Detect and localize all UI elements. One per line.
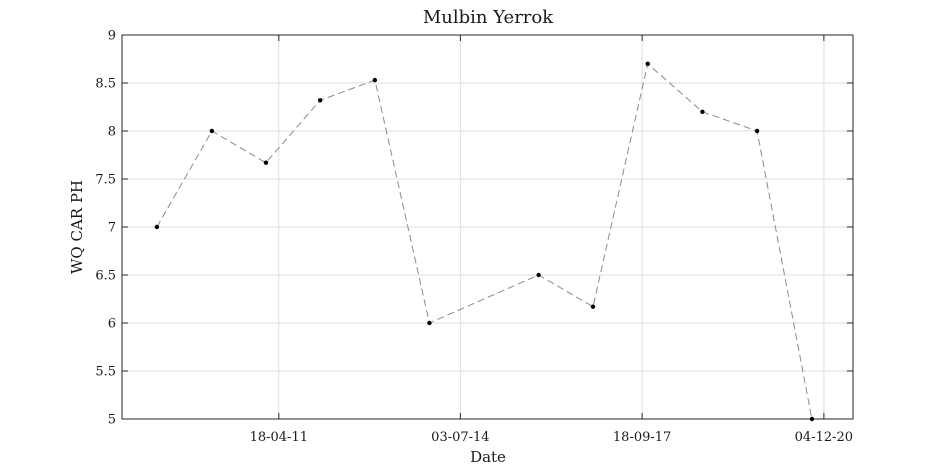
axis-ticks: 5 5.5 6 6.5 7 7.5 8 8.5 9 18-04-11 03-07-14 18-09-1…: [95, 29, 853, 446]
y-tick-label: 7: [108, 221, 116, 236]
data-point: [263, 160, 269, 165]
data-point: [645, 61, 650, 66]
x-tick-label: 03-07-14: [431, 430, 489, 445]
y-tick-label: 9: [108, 29, 116, 44]
x-tick-label: 18-09-17: [613, 430, 671, 445]
data-point: [209, 128, 215, 134]
y-tick-label: 6: [108, 317, 116, 332]
y-tick-label: 5: [108, 413, 116, 428]
y-axis-label: WQ CAR PH: [68, 180, 86, 274]
y-tick-label: 5.5: [95, 365, 116, 380]
x-axis-label: Date: [470, 448, 506, 466]
y-tick-label: 7.5: [95, 173, 116, 188]
data-point: [536, 272, 541, 278]
y-tick-label: 8.5: [95, 77, 116, 92]
y-tick-label: 6.5: [95, 269, 116, 284]
chart-title: Mulbin Yerrok: [423, 7, 554, 28]
data-point: [754, 128, 760, 134]
data-series: [154, 61, 815, 422]
x-tick-label: 18-04-11: [250, 430, 308, 445]
data-point: [317, 98, 323, 103]
series-line: [156, 62, 813, 420]
data-point: [590, 304, 596, 309]
data-point: [154, 224, 160, 230]
x-tick-label: 04-12-20: [795, 430, 853, 445]
data-point: [809, 416, 815, 422]
data-point: [372, 77, 378, 83]
data-point: [427, 320, 432, 326]
grid-lines: [122, 34, 853, 420]
data-point: [700, 109, 705, 115]
y-tick-label: 8: [108, 125, 116, 140]
